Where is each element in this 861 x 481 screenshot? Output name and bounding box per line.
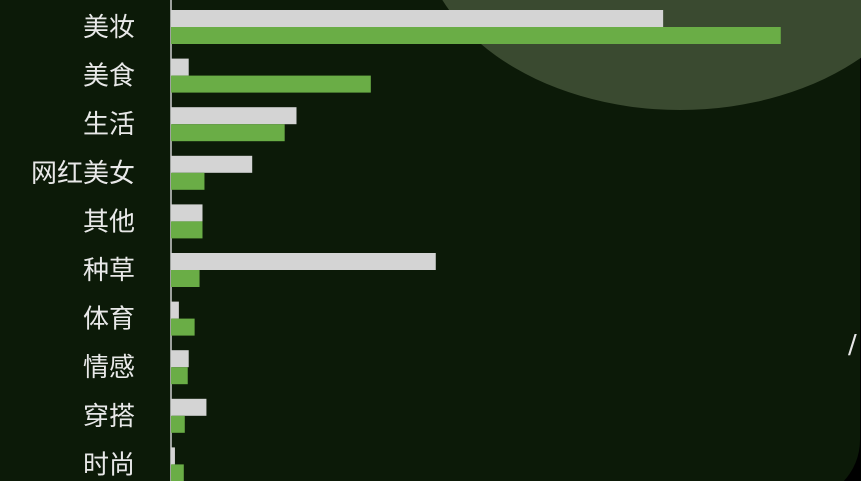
- bar-series-2-4: [171, 221, 203, 239]
- category-label: 网红美女: [31, 159, 135, 189]
- category-label: 时尚: [83, 450, 135, 480]
- bar-series-2-6: [171, 318, 195, 336]
- bar-series-1-5: [171, 253, 436, 270]
- bar-series-1-0: [171, 10, 664, 27]
- bar-series-1-1: [171, 58, 189, 76]
- bar-series-1-3: [171, 155, 253, 173]
- bar-series-2-5: [171, 270, 200, 287]
- category-label: 体育: [83, 305, 135, 335]
- bar-series-1-7: [171, 350, 189, 368]
- bar-series-2-2: [171, 124, 285, 142]
- bar-series-1-6: [171, 301, 179, 319]
- category-label: 美食: [83, 62, 135, 92]
- bar-series-1-9: [171, 447, 175, 465]
- bar-series-1-8: [171, 398, 207, 416]
- edge-glyph: /: [848, 330, 857, 360]
- bar-series-2-9: [171, 464, 184, 481]
- bar-series-2-7: [171, 367, 188, 385]
- category-label: 其他: [83, 207, 135, 237]
- category-label: 种草: [83, 256, 135, 286]
- bar-series-2-3: [171, 172, 205, 190]
- bar-series-1-2: [171, 107, 297, 125]
- bar-series-1-4: [171, 204, 203, 222]
- category-label: 生活: [83, 110, 135, 140]
- category-label: 穿搭: [83, 402, 135, 432]
- bar-series-2-1: [171, 75, 371, 93]
- category-label: 情感: [83, 353, 135, 383]
- bar-series-2-0: [171, 27, 781, 44]
- category-label: 美妆: [83, 13, 135, 43]
- bar-series-2-8: [171, 415, 185, 433]
